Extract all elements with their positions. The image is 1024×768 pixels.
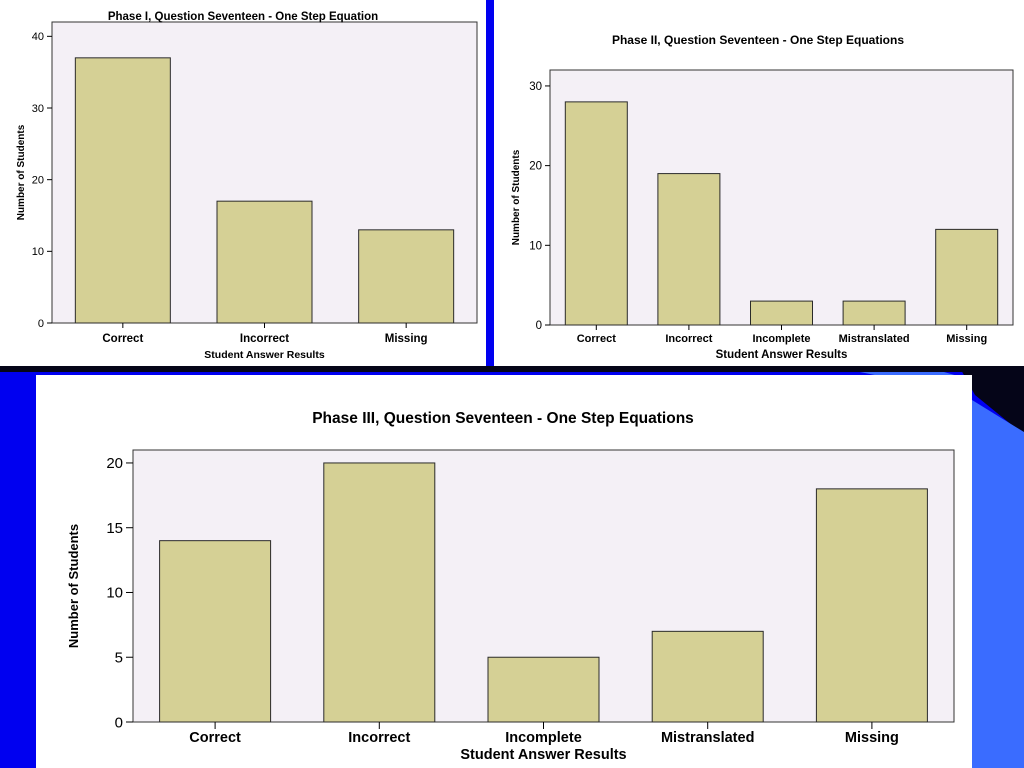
x-tick-label: Missing (385, 333, 428, 345)
x-axis-label: Student Answer Results (716, 349, 848, 361)
decor-dark-divider (0, 366, 1024, 372)
decor-light-blue-stripe (800, 368, 972, 395)
decor-dark-shape (960, 368, 1024, 435)
x-tick-label: Incomplete (505, 730, 582, 746)
bar-missing (358, 229, 455, 324)
decor-light-blue-shape (972, 400, 1024, 768)
bar-incomplete (487, 656, 600, 723)
x-tick-label: Missing (845, 730, 899, 746)
y-axis-label: Number of Students (66, 524, 81, 648)
y-tick-label: 0 (536, 320, 542, 332)
x-tick-label: Correct (102, 333, 143, 345)
bar-incorrect (323, 462, 436, 723)
bar-correct (74, 57, 171, 324)
x-tick-label: Correct (189, 730, 241, 746)
chart-panel-phase-2: Correct Incorrect Incomplete Mistranslated M… (494, 0, 1024, 366)
x-tick-label: Missing (946, 333, 987, 345)
y-tick-label: 30 (32, 103, 44, 115)
x-tick-label: Incomplete (752, 333, 810, 345)
chart-title: Phase I, Question Seventeen - One Step E… (108, 11, 378, 23)
chart-phase-3: Correct Incorrect Incomplete Mistranslated M… (66, 410, 955, 763)
y-tick-label: 15 (106, 520, 123, 537)
bar-incomplete (750, 300, 813, 326)
chart-panel-phase-3: Correct Incorrect Incomplete Mistranslated M… (36, 375, 972, 768)
y-tick-label: 5 (115, 649, 123, 666)
bar-incorrect (216, 200, 313, 324)
y-tick-label: 0 (38, 318, 44, 330)
y-tick-label: 40 (32, 31, 44, 43)
y-axis-label: Number of Students (16, 124, 27, 220)
chart-title: Phase III, Question Seventeen - One Step… (312, 410, 694, 427)
bar-incorrect (657, 173, 721, 326)
chart-phase-2: Correct Incorrect Incomplete Mistranslated M… (511, 33, 1014, 361)
x-tick-label: Incorrect (240, 333, 289, 345)
x-tick-label: Incorrect (348, 730, 410, 746)
x-tick-label: Mistranslated (661, 730, 754, 746)
chart-panel-phase-1: Correct Incorrect Missing 0 10 20 30 40 Phase I,… (0, 0, 486, 366)
bar-correct (159, 540, 272, 723)
y-tick-label: 20 (529, 161, 542, 173)
x-tick-label: Mistranslated (839, 333, 910, 345)
x-axis-label: Student Answer Results (204, 349, 325, 361)
chart-title: Phase II, Question Seventeen - One Step … (612, 33, 904, 47)
y-tick-label: 10 (529, 240, 542, 252)
y-tick-label: 0 (115, 714, 123, 731)
y-tick-label: 10 (106, 585, 123, 602)
x-axis-label: Student Answer Results (460, 747, 626, 763)
x-tick-label: Correct (577, 333, 616, 345)
y-tick-label: 20 (32, 175, 44, 187)
y-axis-label: Number of Students (511, 149, 522, 245)
bar-correct (564, 101, 628, 326)
bar-missing (815, 488, 928, 723)
x-tick-label: Incorrect (665, 333, 712, 345)
bar-mistranslated (842, 300, 906, 326)
chart-phase-1: Correct Incorrect Missing 0 10 20 30 40 Phase I,… (16, 11, 478, 361)
y-tick-label: 10 (32, 246, 44, 258)
bar-mistranslated (651, 630, 764, 723)
y-tick-label: 30 (529, 81, 542, 93)
y-tick-label: 20 (106, 455, 123, 472)
bar-missing (935, 228, 999, 326)
